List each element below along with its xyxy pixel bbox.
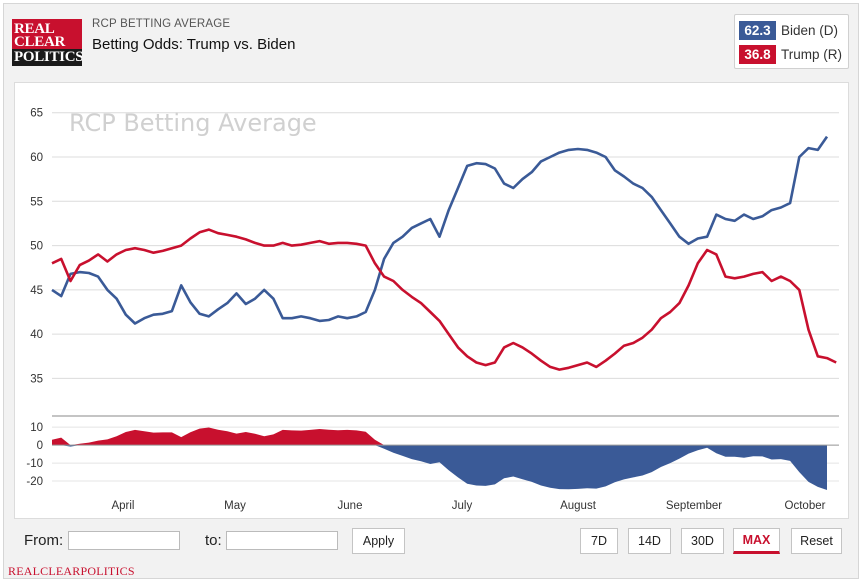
range-max-button[interactable]: MAX (733, 528, 780, 554)
date-controls: From: to: Apply 7D 14D 30D MAX Reset (14, 522, 849, 560)
main-y-tick-label: 35 (30, 373, 43, 385)
chart-kicker: RCP BETTING AVERAGE (92, 18, 231, 30)
legend-item-trump[interactable]: 36.8 Trump (R) (739, 44, 842, 64)
spread-y-tick-label: -20 (26, 476, 43, 488)
logo-line-3: POLITICS (12, 49, 82, 66)
x-tick-label-october: October (785, 500, 826, 512)
reset-button[interactable]: Reset (791, 528, 842, 554)
x-tick-label-may: May (224, 500, 246, 512)
legend-label-biden: Biden (D) (781, 22, 839, 38)
legend: 62.3 Biden (D) 36.8 Trump (R) (734, 14, 849, 69)
x-tick-label-april: April (111, 500, 134, 512)
spread-y-tick-label: 10 (30, 422, 43, 434)
x-tick-label-july: July (452, 500, 473, 512)
main-y-tick-label: 45 (30, 285, 43, 297)
main-y-tick-label: 50 (30, 241, 43, 253)
legend-value-biden: 62.3 (739, 20, 776, 40)
to-date-input[interactable] (226, 531, 338, 550)
x-tick-label-august: August (560, 500, 597, 512)
range-30d-button[interactable]: 30D (681, 528, 724, 554)
x-tick-label-september: September (666, 500, 722, 512)
x-tick-label-june: June (338, 500, 363, 512)
spread-area-biden-lead (52, 445, 827, 490)
legend-label-trump: Trump (R) (781, 46, 842, 62)
chart-area[interactable]: 35 40 45 50 55 60 65 RCP Betting Average 10 0 -10 -… (14, 82, 849, 519)
rcp-logo[interactable]: REAL CLEAR POLITICS (12, 19, 82, 66)
main-y-tick-label: 60 (30, 152, 43, 164)
chart-svg: 35 40 45 50 55 60 65 RCP Betting Average 10 0 -10 -… (26, 108, 839, 512)
legend-value-trump: 36.8 (739, 44, 776, 64)
logo-line-1: REAL (14, 21, 55, 37)
spread-area-trump-lead (52, 427, 827, 446)
main-y-tick-label: 65 (30, 108, 43, 120)
series-line-trump (51, 228, 837, 371)
main-y-tick-label: 55 (30, 196, 43, 208)
to-label: to: (205, 532, 222, 549)
chart-watermark: RCP Betting Average (69, 109, 317, 137)
range-14d-button[interactable]: 14D (628, 528, 671, 554)
legend-item-biden[interactable]: 62.3 Biden (D) (739, 20, 838, 40)
logo-line-2: CLEAR (14, 34, 66, 50)
main-y-tick-label: 40 (30, 329, 43, 341)
chart-title: Betting Odds: Trump vs. Biden (92, 36, 296, 53)
spread-y-tick-label: 0 (37, 440, 43, 452)
from-label: From: (24, 532, 64, 549)
series-line-biden (51, 135, 829, 325)
spread-y-tick-label: -10 (26, 458, 43, 470)
range-7d-button[interactable]: 7D (580, 528, 618, 554)
apply-button[interactable]: Apply (352, 528, 405, 554)
from-date-input[interactable] (68, 531, 180, 550)
footer-brand[interactable]: REALCLEARPOLITICS (8, 564, 135, 578)
